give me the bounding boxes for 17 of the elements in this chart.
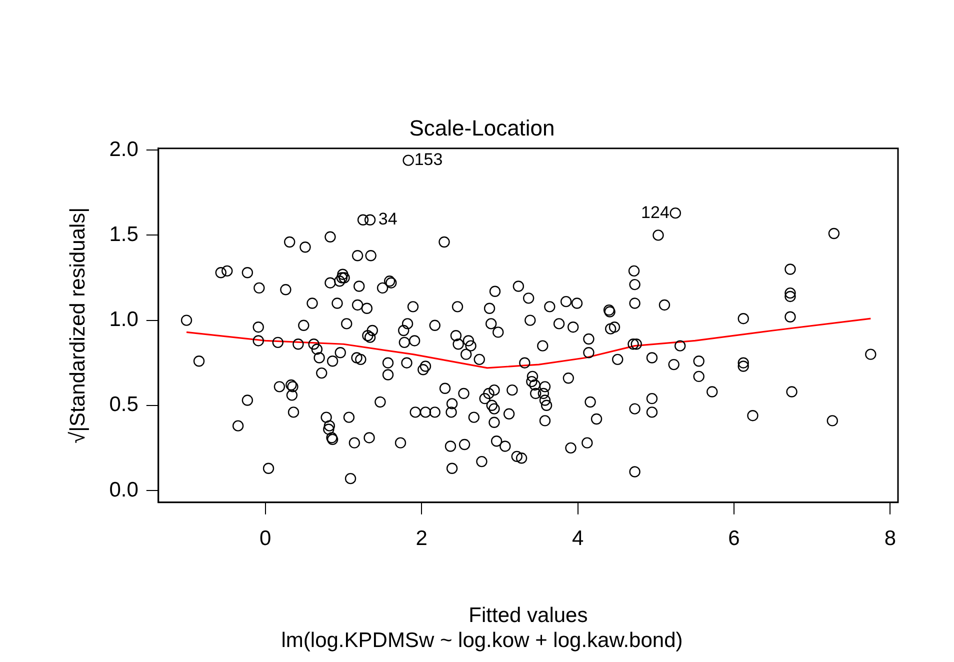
x-tick-label: 0: [260, 526, 272, 550]
y-tick-label: 2.0: [109, 138, 138, 161]
chart-title: Scale-Location: [409, 115, 555, 140]
x-tick-label: 4: [572, 526, 584, 550]
annotation: 153: [414, 150, 443, 169]
annotation: 34: [378, 210, 398, 229]
y-tick-label: 0.0: [109, 478, 138, 502]
text: lm(log.KPDMSw ~ log.kow + log.kaw.bond): [281, 629, 683, 652]
x-tick-label: 8: [884, 526, 896, 550]
y-axis-title: √|Standardized residuals|: [66, 207, 90, 444]
y-tick-label: 1.5: [109, 222, 138, 246]
x-axis-title: Fitted values: [468, 604, 588, 627]
annotation: 124: [641, 202, 670, 222]
x-tick-label: 6: [728, 526, 740, 550]
y-tick-label: 1.0: [109, 308, 138, 332]
y-tick-label: 0.5: [109, 393, 138, 416]
x-tick-label: 2: [416, 526, 428, 550]
